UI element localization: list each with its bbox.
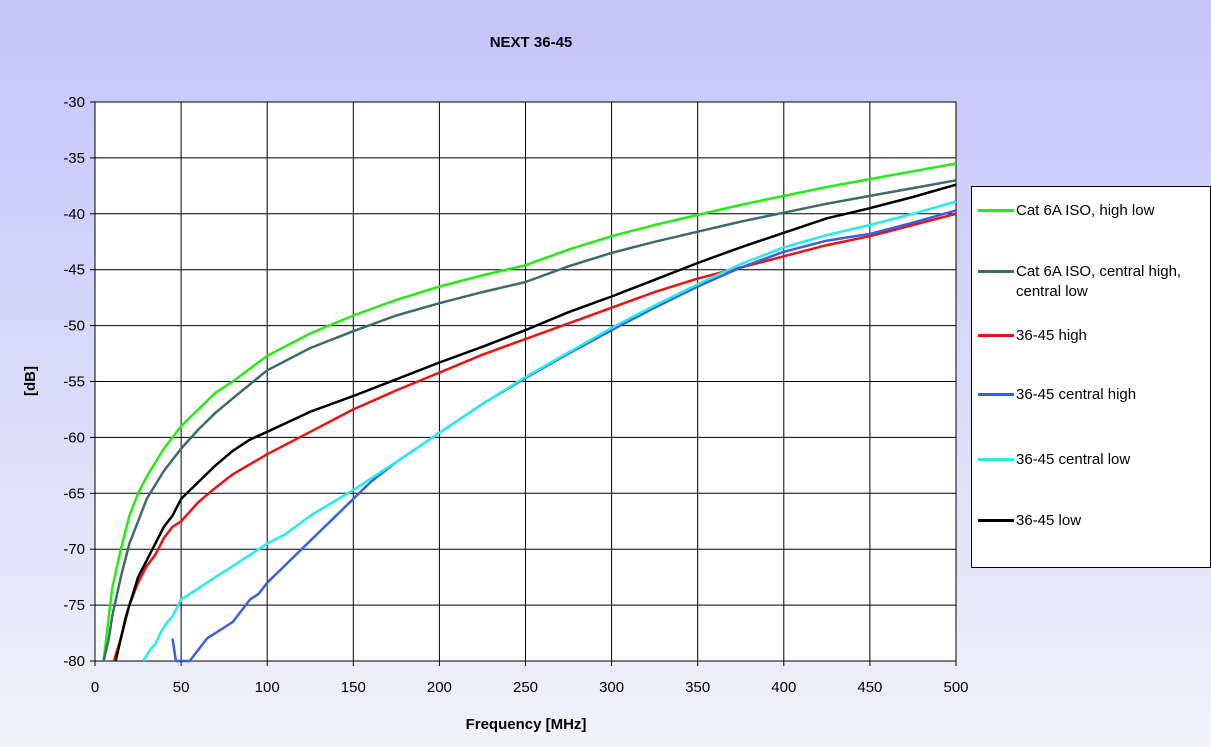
y-tick-label: -40 xyxy=(63,206,85,223)
y-tick-label: -70 xyxy=(63,541,85,558)
y-tick-label: -35 xyxy=(63,150,85,167)
series-line-3 xyxy=(112,212,957,662)
legend-item: 36-45 high xyxy=(978,326,1206,346)
chart-legend: Cat 6A ISO, high low Cat 6A ISO, central … xyxy=(971,186,1211,568)
series-line-4 xyxy=(171,209,957,663)
x-tick-label: 50 xyxy=(173,679,190,696)
legend-item: Cat 6A ISO, central high, central low xyxy=(978,262,1206,302)
legend-label: 36-45 high xyxy=(1016,327,1087,344)
legend-item: 36-45 central low xyxy=(978,450,1206,470)
x-tick-label: 450 xyxy=(857,679,882,696)
legend-swatch xyxy=(978,334,1014,337)
y-axis-ticks: -30 -35 -40 -45 -50 -55 -60 -65 -70 -75 -80 xyxy=(63,94,95,670)
legend-label: Cat 6A ISO, high low xyxy=(1016,202,1155,219)
legend-swatch xyxy=(978,393,1014,396)
legend-swatch xyxy=(978,270,1014,273)
x-tick-label: 100 xyxy=(255,679,280,696)
legend-label: Cat 6A ISO, central high, central low xyxy=(1016,263,1182,300)
legend-item: 36-45 low xyxy=(978,511,1206,531)
grid-lines xyxy=(95,102,956,661)
x-tick-label: 350 xyxy=(685,679,710,696)
series-line-2 xyxy=(102,179,957,662)
x-tick-label: 400 xyxy=(771,679,796,696)
series-line-5 xyxy=(142,200,957,662)
legend-item: Cat 6A ISO, high low xyxy=(978,201,1206,221)
y-tick-label: -30 xyxy=(63,94,85,111)
y-tick-label: -50 xyxy=(63,318,85,335)
y-axis-label: [dB] xyxy=(22,366,39,396)
x-tick-label: 250 xyxy=(513,679,538,696)
legend-item: 36-45 central high xyxy=(978,385,1206,405)
x-tick-label: 200 xyxy=(427,679,452,696)
legend-swatch xyxy=(978,519,1014,522)
series-lines xyxy=(102,162,957,663)
y-tick-label: -45 xyxy=(63,262,85,279)
series-line-6 xyxy=(114,183,957,662)
y-tick-label: -80 xyxy=(63,653,85,670)
x-axis-ticks: 0 50 100 150 200 250 300 350 400 450 500 xyxy=(91,661,969,696)
x-tick-label: 300 xyxy=(599,679,624,696)
y-tick-label: -65 xyxy=(63,485,85,502)
chart-title: NEXT 36-45 xyxy=(490,34,573,51)
x-tick-label: 0 xyxy=(91,679,99,696)
legend-label: 36-45 central high xyxy=(1016,386,1137,403)
x-axis-label: Frequency [MHz] xyxy=(466,716,587,733)
series-line-1 xyxy=(102,162,957,662)
y-tick-label: -55 xyxy=(63,374,85,391)
legend-swatch xyxy=(978,458,1014,461)
x-tick-label: 500 xyxy=(943,679,968,696)
y-tick-label: -75 xyxy=(63,597,85,614)
x-tick-label: 150 xyxy=(341,679,366,696)
legend-swatch xyxy=(978,209,1014,212)
y-tick-label: -60 xyxy=(63,429,85,446)
legend-label: 36-45 central low xyxy=(1016,451,1131,468)
legend-label: 36-45 low xyxy=(1016,512,1082,529)
